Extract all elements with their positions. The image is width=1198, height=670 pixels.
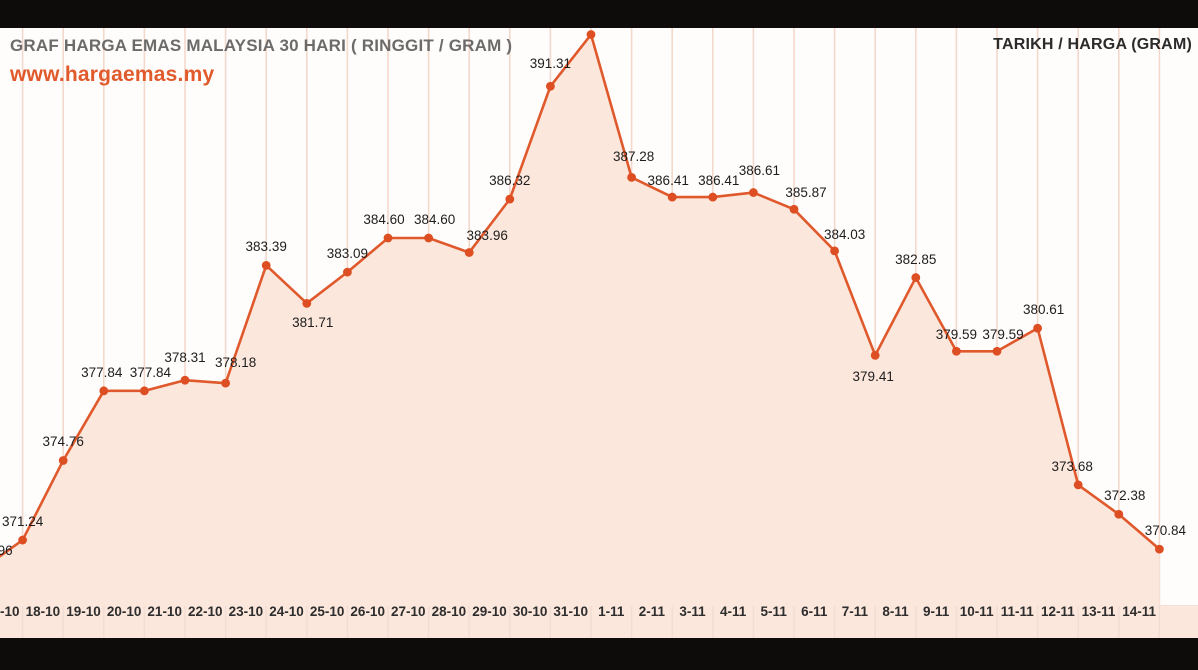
data-point-label: 391.31 [529,56,572,72]
price-line [0,33,1161,558]
x-axis-label: 31-10 [553,604,588,619]
data-point-label: 385.87 [785,185,827,201]
data-point[interactable] [1073,480,1083,490]
data-point[interactable] [180,375,190,385]
data-point-label: 379.59 [935,327,978,343]
x-axis-label: 27-10 [391,604,426,619]
data-point-label: 377.84 [81,364,123,380]
x-axis-label: 24-10 [269,604,304,619]
data-point[interactable] [992,346,1002,356]
x-axis-label: 12-11 [1040,604,1075,619]
data-point[interactable] [870,350,880,360]
data-point[interactable] [546,81,555,91]
data-point[interactable] [343,267,352,277]
x-axis-label: 22-10 [188,604,223,619]
x-axis-label: 6-11 [801,604,828,619]
data-point-label: 381.71 [292,315,334,331]
data-point[interactable] [261,260,271,270]
data-point[interactable] [505,194,515,204]
data-point-label: 386.41 [647,173,689,189]
x-axis-label: 10-11 [959,604,994,619]
x-axis-label: 13-11 [1081,604,1116,619]
data-point-label: 383.39 [245,239,287,255]
x-axis-label: 19-10 [66,604,101,619]
data-point[interactable] [464,248,474,257]
x-axis-label: 28-10 [431,604,467,619]
x-axis-label: 30-10 [512,604,548,619]
x-axis-label: 5-11 [760,604,787,619]
x-axis-label: 17-10 [0,604,20,619]
data-point[interactable] [789,204,799,214]
data-point-label: 382.85 [895,251,937,267]
gold-price-line-chart [0,28,1198,638]
x-axis-label: 14-11 [1122,604,1156,619]
data-point-label: 379.41 [852,369,894,385]
data-point[interactable] [424,233,433,243]
x-axis-label: 11-11 [1000,604,1034,619]
area-fill [0,34,1160,606]
x-axis-label: 3-11 [679,604,706,619]
data-point-label: 369.96 [0,542,13,558]
data-point[interactable] [952,346,961,356]
data-point-label: 370.84 [1144,523,1187,539]
x-axis-label: 7-11 [841,604,869,619]
data-point[interactable] [708,192,718,202]
data-point[interactable] [586,30,596,39]
data-point[interactable] [221,378,231,388]
data-point[interactable] [627,173,636,182]
data-point-label: 377.84 [129,364,172,380]
data-point-label: 380.61 [1022,302,1065,318]
data-point[interactable] [58,456,68,465]
data-point[interactable] [18,535,27,545]
x-axis-label: 21-10 [147,604,182,619]
website-url: www.hargaemas.my [10,63,215,86]
data-point[interactable] [667,192,677,202]
data-point[interactable] [830,246,839,256]
x-axis-label: 2-11 [638,604,666,619]
data-point-label: 384.60 [413,212,456,227]
data-point-label: 378.18 [214,355,257,371]
data-point-label: 371.24 [1,514,44,530]
data-point-label: 383.09 [326,246,369,262]
data-point[interactable] [1114,509,1124,519]
data-point-markers [18,30,1164,554]
data-point-label: 386.32 [489,173,531,189]
data-point-label: 386.61 [738,162,781,178]
data-point-label: 383.96 [466,228,508,244]
data-point[interactable] [140,386,149,396]
axis-legend-label: TARIKH / HARGA (GRAM) [993,36,1192,53]
x-axis-label: 4-11 [719,604,747,619]
page-title: GRAF HARGA EMAS MALAYSIA 30 HARI ( RINGG… [10,36,513,55]
data-point[interactable] [302,298,312,308]
x-axis-label: 26-10 [350,604,385,619]
data-point[interactable] [1155,544,1164,554]
data-point[interactable] [99,386,109,396]
data-point-label: 372.38 [1104,488,1146,504]
data-point-label: 384.03 [823,226,866,242]
x-axis-strip [0,606,1198,638]
data-point-label: 373.68 [1051,458,1093,474]
x-axis-label: 1-11 [598,604,625,619]
x-axis-label: 18-10 [25,604,61,619]
data-point-label: 374.76 [42,434,84,450]
x-axis-label: 29-10 [472,604,507,619]
x-axis-label: 23-10 [228,604,264,619]
data-point[interactable] [911,273,921,282]
x-axis-labels: 17-10 18-10 19-10 20-10 21-10 22-10 23-10 24-10… [0,604,1198,638]
data-point-label: 384.60 [363,212,405,227]
data-point-label: 387.28 [612,149,655,165]
x-axis-label: 9-11 [922,604,950,619]
data-point[interactable] [749,188,758,197]
x-axis-label: 8-11 [882,604,909,619]
data-point-label: 379.59 [982,327,1024,343]
x-axis-label: 25-10 [309,604,345,619]
data-point[interactable] [1033,323,1042,333]
data-point-label: 378.31 [164,350,206,366]
data-point-label: 386.41 [698,173,740,189]
data-point[interactable] [383,233,393,243]
x-axis-label: 20-10 [106,604,142,619]
